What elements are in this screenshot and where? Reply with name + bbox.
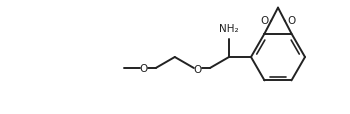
Text: O: O (260, 16, 268, 25)
Text: O: O (288, 16, 296, 25)
Text: O: O (194, 64, 202, 74)
Text: NH₂: NH₂ (219, 24, 239, 34)
Text: O: O (140, 63, 148, 73)
